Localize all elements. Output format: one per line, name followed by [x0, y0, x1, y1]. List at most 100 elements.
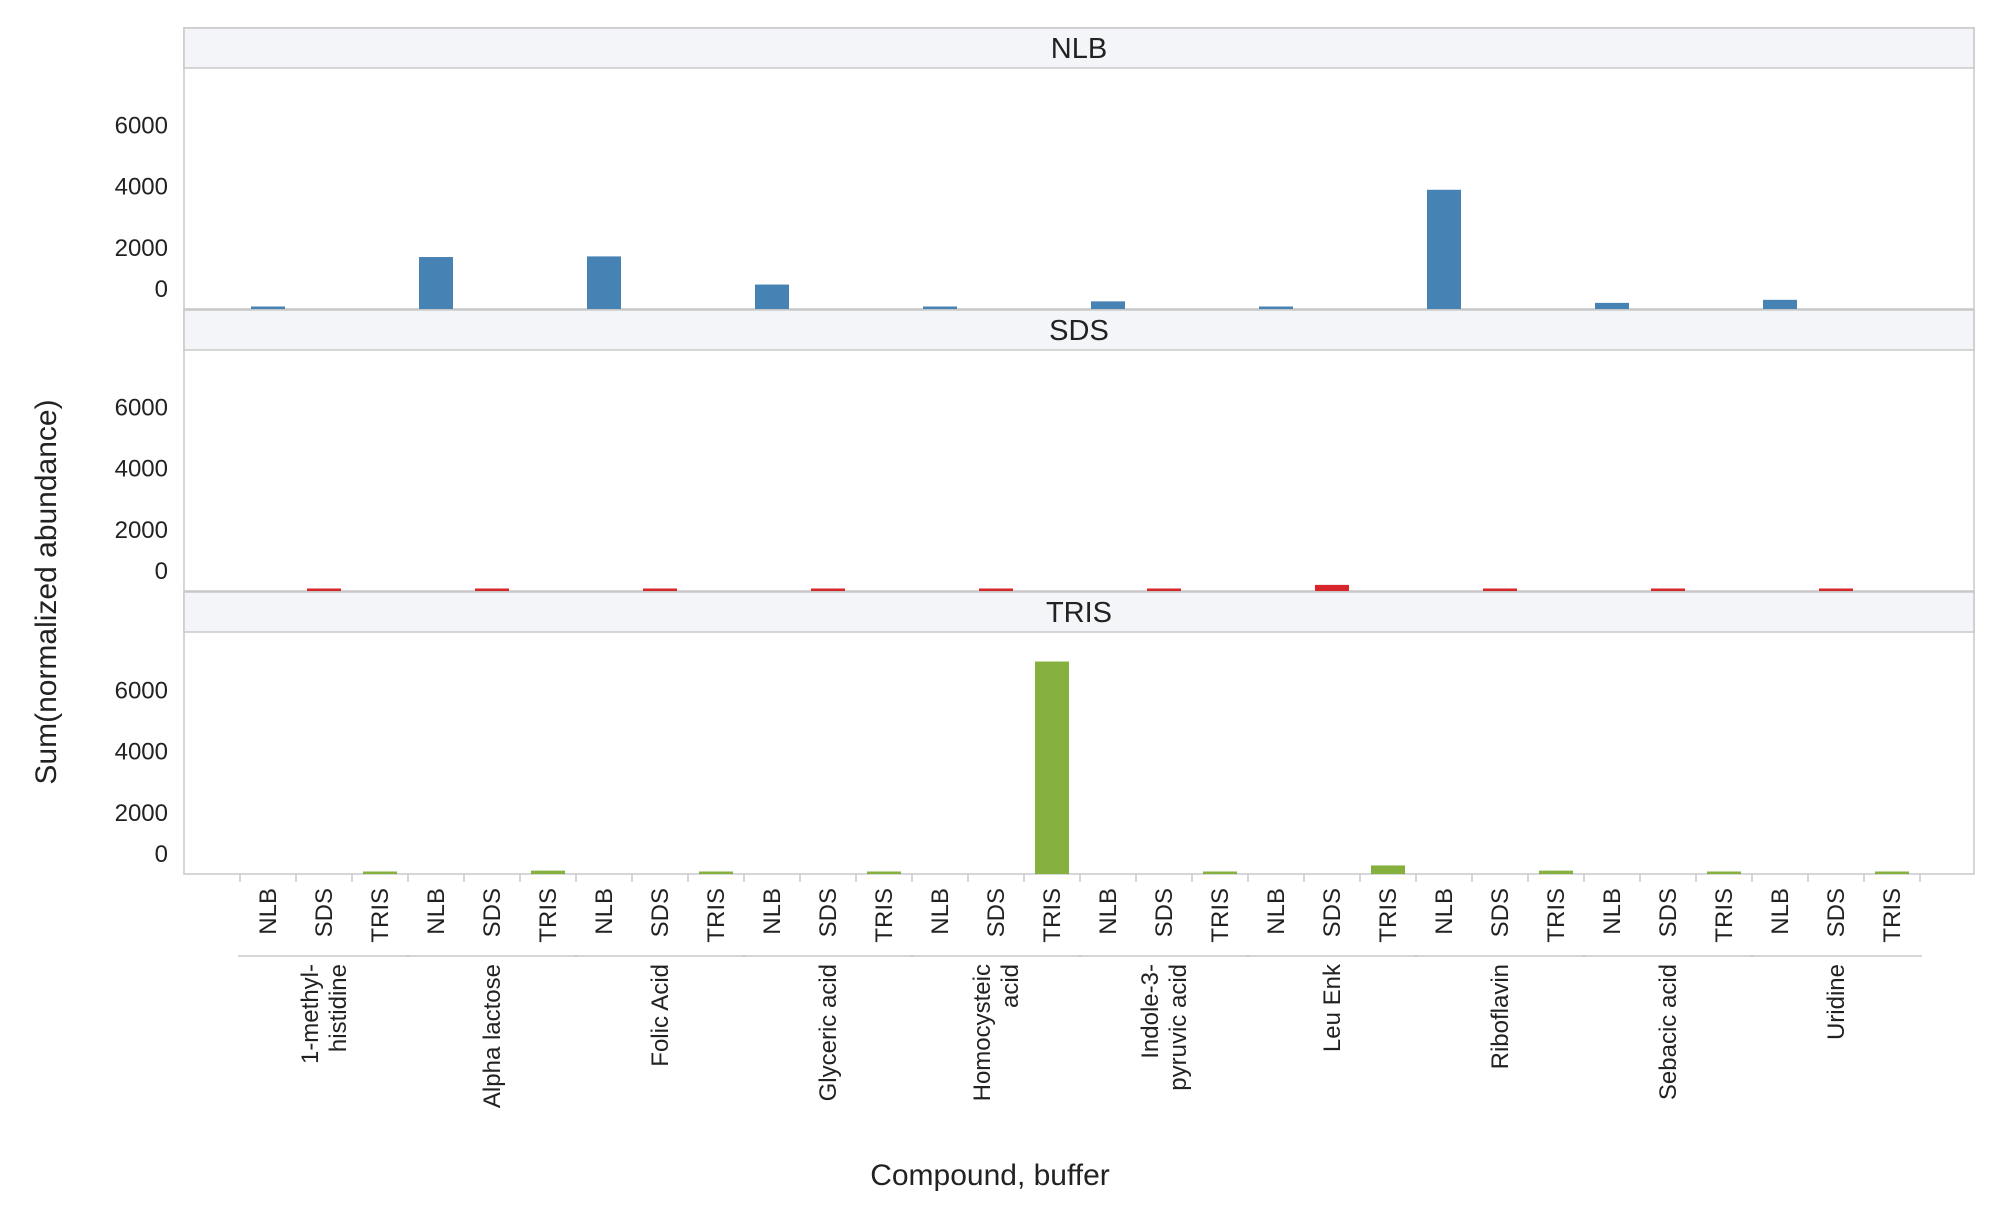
bar — [699, 871, 733, 874]
category-group: NLB SDS TRIS Sebacic acid — [1582, 874, 1754, 1100]
y-tick-label: 2000 — [115, 517, 168, 544]
y-tick-label: 6000 — [115, 395, 168, 422]
x-sub-label: SDS — [1823, 888, 1850, 937]
x-category-label: Glyceric acid — [815, 964, 842, 1101]
bar — [363, 871, 397, 874]
bar — [1707, 871, 1741, 874]
category-group: NLB SDS TRIS Homocysteic acid — [910, 874, 1082, 1101]
x-sub-label: TRIS — [871, 888, 898, 943]
y-tick-label: 2000 — [115, 235, 168, 262]
panel-header — [183, 309, 1975, 351]
y-tick-label: 0 — [155, 276, 168, 303]
x-sub-label: TRIS — [535, 888, 562, 943]
category-group: NLB SDS TRIS Glyceric acid — [742, 874, 914, 1101]
x-category-label: Indole-3- — [1137, 964, 1164, 1059]
bar — [1539, 870, 1573, 874]
x-sub-label: TRIS — [1543, 888, 1570, 943]
y-tick-label: 4000 — [115, 739, 168, 766]
x-category-label: Homocysteic — [969, 964, 996, 1101]
y-tick-label: 4000 — [115, 456, 168, 483]
bar — [755, 284, 789, 309]
bar — [419, 257, 453, 309]
x-category-label: pyruvic acid — [1165, 964, 1192, 1091]
x-sub-label: TRIS — [703, 888, 730, 943]
panel-label: NLB — [1051, 33, 1107, 65]
panel-frame — [183, 27, 1975, 310]
panel-nlb: NLB — [183, 27, 1975, 310]
y-axis-layer: 0 2000 4000 6000 0 2000 4000 6000 0 2000 4000 6000 — [115, 113, 168, 868]
category-group: NLB SDS TRIS Alpha lactose — [406, 874, 578, 1108]
x-sub-label: TRIS — [367, 888, 394, 943]
x-category-label: histidine — [325, 964, 352, 1052]
y-tick-label: 4000 — [115, 174, 168, 201]
category-group: NLB SDS TRIS Riboflavin — [1414, 874, 1586, 1069]
y-tick-label: 0 — [155, 841, 168, 868]
x-category-label: acid — [997, 964, 1024, 1008]
x-sub-label: NLB — [591, 888, 618, 935]
panel-frame — [183, 591, 1975, 875]
bar — [979, 588, 1013, 591]
x-axis-title: Compound, buffer — [870, 1159, 1110, 1192]
bar — [1091, 301, 1125, 309]
x-sub-label: TRIS — [1879, 888, 1906, 943]
bar — [307, 588, 341, 591]
x-sub-label: SDS — [815, 888, 842, 937]
bar — [811, 588, 845, 591]
bar — [531, 870, 565, 874]
panel-label: SDS — [1049, 315, 1109, 347]
x-axis-layer: NLB SDS TRIS 1-methyl-histidine NLB SDS TRIS Al… — [238, 874, 1922, 1108]
category-group: NLB SDS TRIS Folic Acid — [574, 874, 746, 1067]
bar — [1819, 588, 1853, 591]
x-sub-label: NLB — [927, 888, 954, 935]
x-category-label: Folic Acid — [647, 964, 674, 1067]
x-sub-label: NLB — [1095, 888, 1122, 935]
bar — [1315, 584, 1349, 591]
x-sub-label: NLB — [1767, 888, 1794, 935]
panels-layer: NLB SDS TRIS — [183, 27, 1975, 875]
x-category-label: Leu Enk — [1319, 963, 1346, 1052]
bar — [1147, 588, 1181, 591]
y-tick-label: 2000 — [115, 800, 168, 827]
x-sub-label: SDS — [1655, 888, 1682, 937]
panel-frame — [183, 309, 1975, 592]
bar — [1427, 189, 1461, 309]
x-sub-label: NLB — [1431, 888, 1458, 935]
bar — [643, 588, 677, 591]
x-category-label: Sebacic acid — [1655, 964, 1682, 1100]
x-sub-label: NLB — [759, 888, 786, 935]
x-sub-label: SDS — [647, 888, 674, 937]
x-category-label: 1-methyl- — [297, 964, 324, 1064]
x-sub-label: NLB — [255, 888, 282, 935]
bar — [475, 588, 509, 591]
x-sub-label: NLB — [423, 888, 450, 935]
x-sub-label: TRIS — [1039, 888, 1066, 943]
x-sub-label: NLB — [1263, 888, 1290, 935]
bar — [1763, 299, 1797, 309]
x-sub-label: SDS — [1487, 888, 1514, 937]
panel-header — [183, 27, 1975, 69]
bar — [587, 256, 621, 309]
bar — [251, 306, 285, 309]
x-sub-label: SDS — [983, 888, 1010, 937]
x-sub-label: SDS — [479, 888, 506, 937]
bar — [1595, 302, 1629, 309]
panel-tris: TRIS — [183, 591, 1975, 875]
x-category-label: Uridine — [1823, 964, 1850, 1040]
bar — [1483, 588, 1517, 591]
x-category-label: Alpha lactose — [479, 964, 506, 1108]
category-group: NLB SDS TRIS 1-methyl-histidine — [238, 874, 410, 1064]
x-sub-label: NLB — [1599, 888, 1626, 935]
bar — [1371, 865, 1405, 874]
bar — [1259, 306, 1293, 309]
y-tick-label: 0 — [155, 558, 168, 585]
category-group: NLB SDS TRIS Indole-3- pyruvic acid — [1078, 874, 1250, 1091]
bar — [1651, 588, 1685, 591]
bar — [1875, 871, 1909, 874]
panel-header — [183, 591, 1975, 633]
bar — [867, 871, 901, 874]
category-group: NLB SDS TRIS Leu Enk — [1246, 874, 1418, 1052]
y-axis-title: Sum(normalized abundance) — [30, 399, 63, 784]
bar — [923, 306, 957, 309]
x-sub-label: SDS — [1319, 888, 1346, 937]
x-sub-label: SDS — [311, 888, 338, 937]
